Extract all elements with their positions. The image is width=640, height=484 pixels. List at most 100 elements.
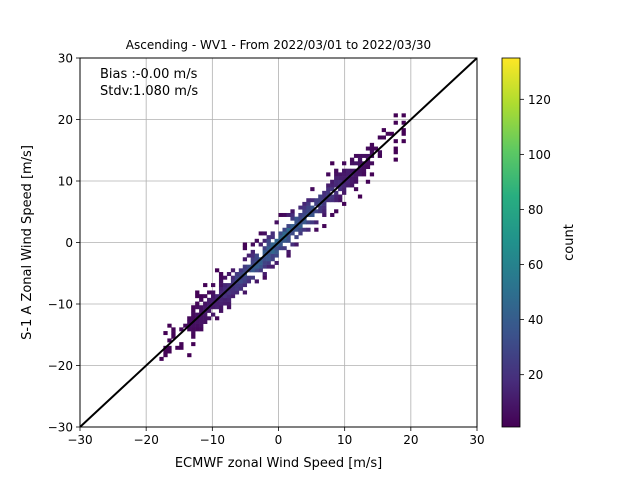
density-cell [357, 153, 363, 158]
density-cell [238, 279, 244, 284]
chart-title: Ascending - WV1 - From 2022/03/01 to 202… [126, 38, 431, 52]
density-cell [401, 120, 406, 125]
density-cell [345, 172, 351, 177]
density-cell [262, 264, 267, 269]
y-tick-label: 30 [58, 52, 73, 66]
density-cell [203, 283, 208, 288]
density-cell [195, 323, 200, 328]
density-cell [262, 249, 267, 254]
density-cell [250, 275, 255, 280]
density-cell [258, 264, 263, 269]
density-cell [199, 319, 204, 324]
density-cell [262, 257, 267, 262]
density-cell [274, 253, 279, 258]
colorbar-tick-label: 120 [528, 93, 551, 107]
density-cell [401, 113, 406, 118]
density-cell [326, 190, 331, 195]
density-cell [342, 201, 347, 206]
y-tick-label: −30 [48, 421, 73, 435]
density-cell [310, 220, 315, 225]
density-cell [250, 253, 255, 258]
density-cell [389, 131, 394, 136]
density-cell [270, 242, 275, 247]
density-cell [302, 227, 307, 232]
density-cell [226, 283, 232, 288]
colorbar-tick-label: 40 [528, 313, 543, 327]
density-cell [199, 316, 204, 321]
density-cell [334, 168, 339, 173]
density-cell [373, 146, 379, 151]
density-cell [393, 139, 398, 144]
density-cell [278, 246, 283, 251]
density-cell [199, 323, 204, 328]
density-cell [369, 142, 375, 147]
density-cell [179, 342, 184, 347]
density-cell [242, 242, 248, 247]
density-cells [159, 113, 406, 361]
density-cell [214, 268, 220, 273]
density-cell [254, 268, 259, 273]
colorbar-tick-label: 80 [528, 203, 543, 217]
density-cell [234, 275, 240, 280]
density-cell [234, 290, 240, 295]
density-cell [401, 139, 406, 144]
density-cell [191, 331, 196, 336]
density-cell [167, 345, 172, 350]
density-cell [167, 338, 172, 343]
density-cell [207, 316, 212, 321]
density-cell [334, 209, 339, 214]
density-cell [294, 220, 299, 225]
density-cell [195, 294, 200, 299]
density-cell [349, 168, 355, 173]
density-cell [211, 294, 216, 299]
density-cell [286, 224, 291, 229]
density-cell [294, 235, 299, 240]
density-cell [226, 290, 232, 295]
density-cell [258, 242, 263, 247]
y-tick-label: −20 [48, 359, 73, 373]
density-cell [310, 205, 315, 210]
density-cell [250, 242, 255, 247]
density-cell [214, 301, 220, 306]
density-cell [353, 161, 359, 166]
density-cell [258, 231, 263, 236]
density-cell [195, 312, 200, 317]
density-cell [290, 212, 295, 217]
density-cell [322, 209, 327, 214]
density-cell [171, 331, 176, 336]
density-cell [234, 283, 240, 288]
density-cell [270, 231, 275, 236]
x-tick-label: 30 [469, 433, 484, 447]
density-cell [270, 253, 275, 258]
density-cell [222, 294, 228, 299]
density-cell [338, 172, 343, 177]
density-cell [377, 135, 383, 140]
density-cell [369, 161, 375, 166]
density-cell [334, 183, 339, 188]
density-cell [381, 128, 386, 133]
y-tick-label: −10 [48, 298, 73, 312]
density-cell [195, 290, 200, 295]
density-cell [238, 286, 244, 291]
density-cell [163, 331, 168, 336]
density-cell [242, 268, 248, 273]
density-cell [203, 305, 208, 310]
density-cell [342, 168, 347, 173]
density-cell [226, 294, 232, 299]
y-tick-label: 10 [58, 175, 73, 189]
density-cell [254, 264, 259, 269]
density-cell [393, 150, 398, 155]
density-cell [282, 231, 287, 236]
density-cell [214, 294, 220, 299]
density-cell [246, 279, 252, 284]
density-cell [282, 238, 287, 243]
density-cell [330, 194, 335, 199]
density-cell [242, 246, 248, 251]
density-cell [342, 187, 347, 192]
density-cell [266, 242, 271, 247]
density-cell [270, 249, 275, 254]
density-cell [310, 198, 315, 203]
density-cell [286, 235, 291, 240]
density-cell [266, 257, 271, 262]
density-cell [290, 231, 295, 236]
